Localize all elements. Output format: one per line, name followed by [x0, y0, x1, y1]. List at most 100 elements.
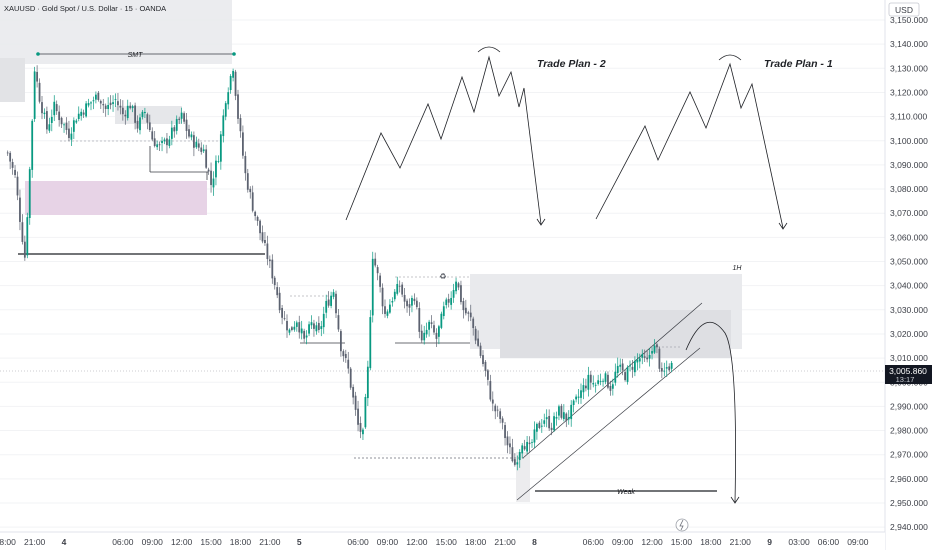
candle-body	[452, 289, 455, 298]
candle-body	[161, 140, 163, 144]
time-tick-label: 03:00	[788, 537, 810, 547]
currency-button[interactable]	[888, 2, 920, 17]
candle-body	[523, 446, 526, 450]
candle-body	[648, 355, 651, 359]
time-tick-label: 18:00	[230, 537, 252, 547]
candle-body	[124, 114, 127, 117]
candle-body	[90, 102, 92, 104]
candle-body	[36, 71, 38, 82]
candle-body	[587, 374, 590, 390]
candle-body	[327, 299, 330, 306]
candle-body	[411, 298, 413, 306]
candle-body	[538, 422, 541, 428]
candle-body	[109, 102, 112, 106]
candle-body	[156, 144, 159, 148]
candle-body	[631, 366, 634, 370]
candle-body	[97, 92, 100, 100]
candle-body	[276, 287, 279, 296]
candle-body	[31, 120, 34, 170]
candle-body	[428, 321, 430, 330]
candle-body	[332, 292, 335, 297]
candle-body	[457, 283, 460, 288]
candle-body	[638, 358, 641, 362]
weak-low-label: Weak	[617, 489, 635, 496]
candle-body	[513, 459, 516, 465]
time-tick-label: 15:00	[200, 537, 222, 547]
candle-body	[624, 372, 626, 381]
price-tick-label: 3,110.000	[890, 112, 927, 122]
candle-body	[567, 417, 570, 420]
lightning-icon[interactable]	[675, 518, 689, 532]
candle-body	[281, 307, 283, 318]
time-tick-label: 21:00	[494, 537, 516, 547]
time-axis-panel[interactable]	[0, 532, 885, 550]
grid	[0, 19, 885, 528]
candle-body	[604, 373, 607, 382]
candle-body	[16, 176, 19, 196]
candle-body	[634, 360, 636, 373]
candle-body	[170, 127, 173, 139]
candle-body	[531, 442, 533, 443]
candle-body	[379, 275, 381, 287]
candle-body	[295, 322, 298, 327]
candle-body	[501, 418, 504, 423]
candle-body	[43, 112, 46, 115]
candle-body	[136, 120, 139, 129]
candle-body	[222, 115, 225, 137]
candle-body	[256, 216, 259, 221]
candle-body	[479, 345, 482, 356]
candle-body	[308, 324, 310, 334]
last-price-label: 3,005.860 13:17	[885, 365, 932, 384]
candle-body	[21, 222, 24, 242]
candle-body	[163, 139, 166, 142]
candle-body	[322, 313, 325, 328]
time-tick-label: 8	[532, 537, 537, 547]
candle-body	[325, 300, 328, 313]
candle-body	[533, 429, 536, 443]
candle-body	[141, 111, 144, 118]
candle-body	[291, 327, 293, 330]
price-axis-panel[interactable]	[885, 0, 932, 550]
price-tick-label: 3,030.000	[890, 305, 928, 315]
time-tick-label: 06:00	[818, 537, 840, 547]
candle-body	[126, 105, 129, 119]
candle-body	[496, 409, 499, 411]
candle-body	[376, 267, 379, 274]
candle-body	[95, 94, 97, 100]
trade-plan-1-path	[595, 54, 788, 230]
trade-plan-2-label: Trade Plan - 2	[537, 58, 606, 70]
time-tick-label: 9	[767, 537, 772, 547]
price-tick-label: 2,980.000	[890, 426, 928, 436]
candle-body	[112, 102, 114, 105]
candle-body	[244, 155, 247, 174]
candle-body	[139, 117, 141, 131]
candle-body	[594, 384, 597, 386]
candle-body	[386, 311, 389, 316]
candle-body	[278, 292, 281, 311]
candle-body	[183, 113, 185, 122]
candle-body	[293, 326, 296, 330]
candle-body	[344, 353, 347, 359]
supply-zone-left	[0, 58, 25, 102]
candle-body	[227, 92, 230, 105]
candle-body	[663, 370, 666, 372]
candle-body	[202, 149, 205, 152]
candle-body	[597, 380, 600, 384]
time-tick-label: 06:00	[347, 537, 369, 547]
time-tick-label: 12:00	[171, 537, 193, 547]
candle-body	[489, 381, 492, 400]
candle-body	[656, 344, 658, 348]
candle-body	[11, 161, 14, 168]
candle-body	[393, 291, 396, 300]
candle-body	[396, 283, 399, 294]
candle-body	[464, 307, 467, 314]
candle-body	[210, 170, 212, 186]
candle-body	[450, 297, 453, 305]
candle-countdown: 13:17	[896, 375, 915, 384]
time-tick-label: 5	[297, 537, 302, 547]
candle-body	[423, 332, 426, 341]
candle-body	[435, 332, 438, 339]
candle-body	[565, 413, 568, 421]
candle-body	[190, 134, 193, 138]
